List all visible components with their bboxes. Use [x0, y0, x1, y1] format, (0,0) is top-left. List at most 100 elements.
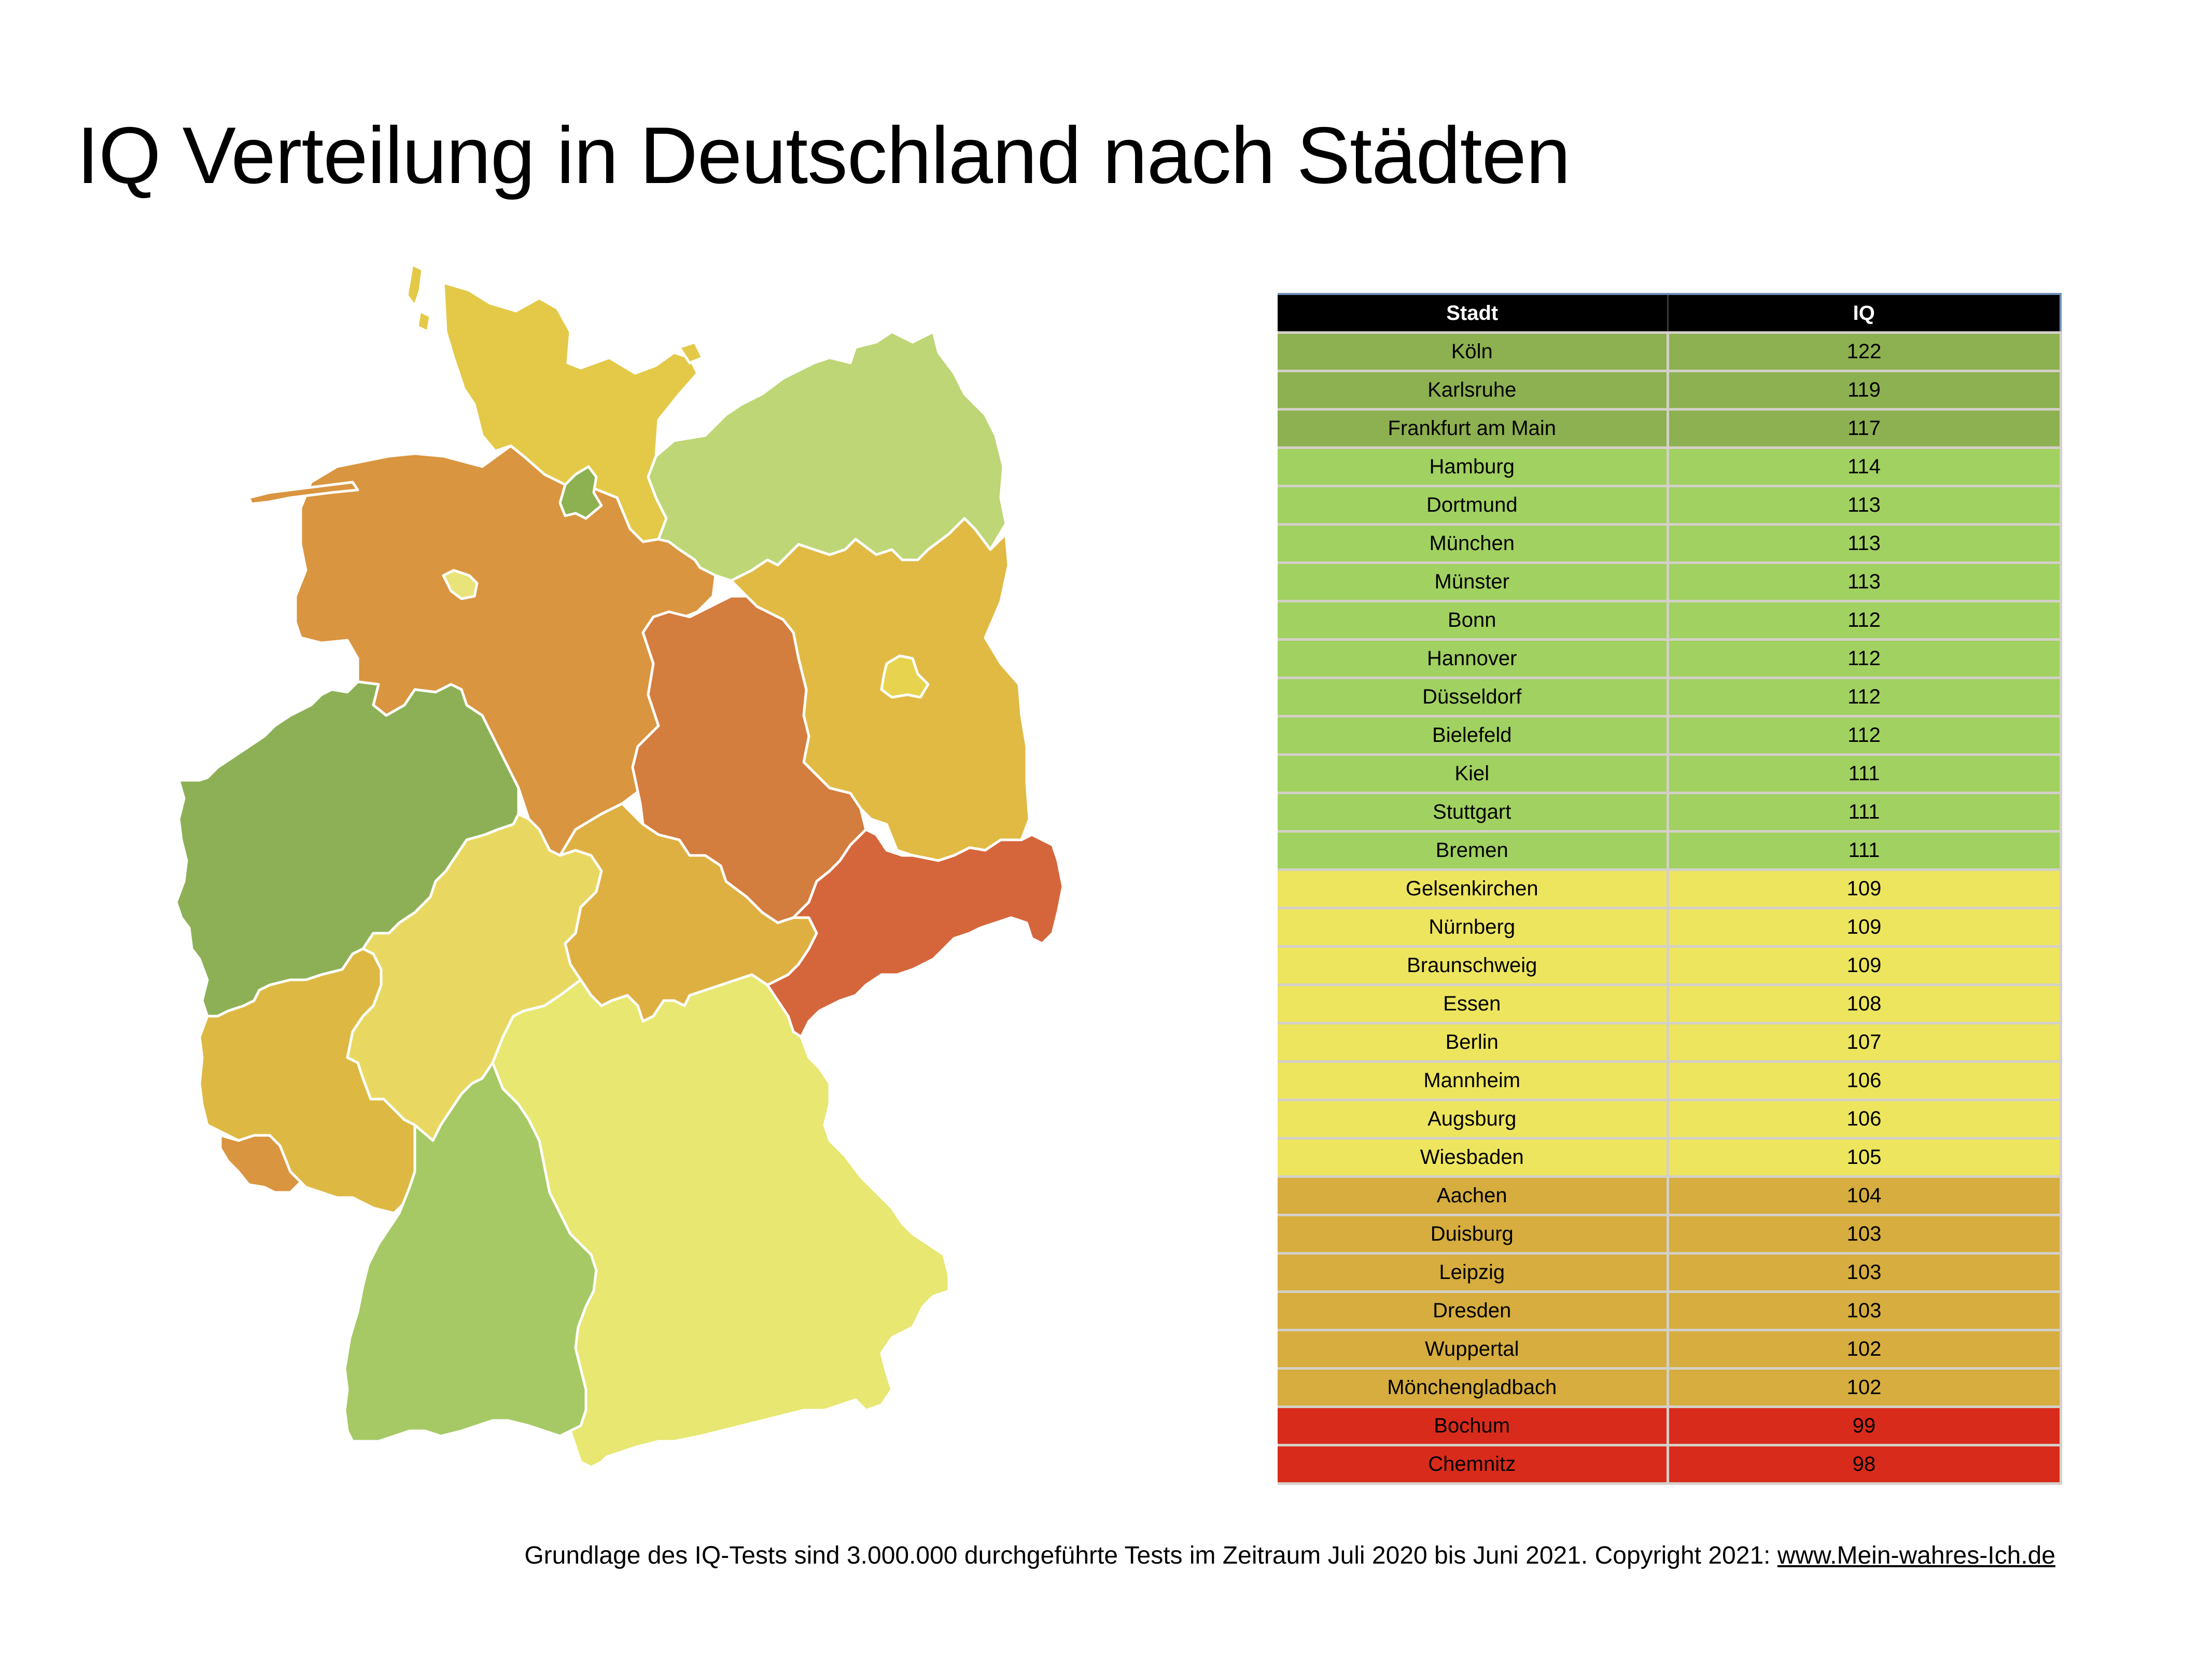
iq-cell: 103: [1666, 1214, 2062, 1255]
iq-cell: 102: [1666, 1329, 2062, 1370]
table-row: Bochum 99: [1278, 1405, 2062, 1446]
table-row: Bremen 111: [1278, 830, 2062, 871]
table-row: Hamburg 114: [1278, 446, 2062, 487]
table-row: Aachen 104: [1278, 1175, 2062, 1216]
iq-cell: 109: [1666, 907, 2062, 948]
city-cell: Augsburg: [1278, 1099, 1669, 1140]
table-row: München 113: [1278, 523, 2062, 564]
iq-cell: 109: [1666, 868, 2062, 909]
city-cell: Wiesbaden: [1278, 1137, 1669, 1178]
city-cell: Köln: [1278, 331, 1669, 372]
city-cell: Düsseldorf: [1278, 677, 1669, 718]
iq-cell: 98: [1666, 1444, 2062, 1485]
iq-cell: 105: [1666, 1137, 2062, 1178]
table-row: Bonn 112: [1278, 600, 2062, 641]
city-cell: Bochum: [1278, 1405, 1669, 1446]
website-link[interactable]: www.Mein-wahres-Ich.de: [1777, 1542, 2055, 1569]
table-row: Duisburg 103: [1278, 1214, 2062, 1255]
region-berlin: [880, 654, 930, 699]
city-cell: Dortmund: [1278, 485, 1669, 526]
iq-cell: 103: [1666, 1290, 2062, 1331]
city-cell: Mönchengladbach: [1278, 1367, 1669, 1408]
iq-cell: 112: [1666, 677, 2062, 718]
city-cell: Münster: [1278, 561, 1669, 602]
footer-text: Grundlage des IQ-Tests sind 3.000.000 du…: [524, 1542, 1777, 1569]
city-cell: Stuttgart: [1278, 792, 1669, 833]
city-cell: Braunschweig: [1278, 945, 1669, 986]
city-cell: Hannover: [1278, 638, 1669, 679]
region-hamburg: [558, 465, 603, 520]
region-bayern: [491, 973, 950, 1469]
city-cell: Bremen: [1278, 830, 1669, 871]
region-niedersachsen-islands: [247, 481, 359, 505]
iq-cell: 117: [1666, 408, 2062, 449]
iq-cell: 122: [1666, 331, 2062, 372]
city-cell: Berlin: [1278, 1022, 1669, 1063]
iq-cell: 104: [1666, 1175, 2062, 1216]
iq-cell: 119: [1666, 370, 2062, 411]
table-row: Berlin 107: [1278, 1022, 2062, 1063]
iq-cell: 112: [1666, 600, 2062, 641]
iq-cell: 106: [1666, 1060, 2062, 1101]
iq-cell: 109: [1666, 945, 2062, 986]
table-body: Köln 122 Karlsruhe 119 Frankfurt am Main 117 H…: [1278, 331, 2062, 1485]
city-cell: München: [1278, 523, 1669, 564]
table-row: Wiesbaden 105: [1278, 1137, 2062, 1178]
iq-cell: 99: [1666, 1405, 2062, 1446]
table-row: Frankfurt am Main 117: [1278, 408, 2062, 449]
table-row: Gelsenkirchen 109: [1278, 868, 2062, 909]
city-cell: Chemnitz: [1278, 1444, 1669, 1485]
city-cell: Kiel: [1278, 753, 1669, 794]
table-row: Köln 122: [1278, 331, 2062, 372]
iq-cell: 108: [1666, 983, 2062, 1024]
city-cell: Wuppertal: [1278, 1329, 1669, 1370]
iq-cell: 111: [1666, 830, 2062, 871]
table-row: Essen 108: [1278, 983, 2062, 1024]
table-row: Düsseldorf 112: [1278, 677, 2062, 718]
column-header-city: Stadt: [1278, 293, 1669, 333]
iq-cell: 111: [1666, 792, 2062, 833]
city-cell: Duisburg: [1278, 1214, 1669, 1255]
table-row: Mönchengladbach 102: [1278, 1367, 2062, 1408]
city-cell: Bonn: [1278, 600, 1669, 641]
table-row: Dresden 103: [1278, 1290, 2062, 1331]
iq-table-container: Stadt IQ Köln 122 Karlsruhe 119 Frankfurt am…: [1278, 293, 2062, 1485]
city-cell: Gelsenkirchen: [1278, 868, 1669, 909]
table-row: Münster 113: [1278, 561, 2062, 602]
city-cell: Frankfurt am Main: [1278, 408, 1669, 449]
iq-cell: 112: [1666, 715, 2062, 756]
city-cell: Hamburg: [1278, 446, 1669, 487]
region-bremen: [442, 569, 479, 600]
city-cell: Essen: [1278, 983, 1669, 1024]
iq-cell: 113: [1666, 561, 2062, 602]
iq-cell: 103: [1666, 1252, 2062, 1293]
table-row: Wuppertal 102: [1278, 1329, 2062, 1370]
iq-cell: 114: [1666, 446, 2062, 487]
region-schleswig-holstein-islands: [405, 263, 704, 364]
table-header-row: Stadt IQ: [1278, 293, 2062, 333]
footer-note: Grundlage des IQ-Tests sind 3.000.000 du…: [524, 1541, 2055, 1570]
page-title: IQ Verteilung in Deutschland nach Städte…: [77, 110, 1571, 200]
iq-cell: 106: [1666, 1099, 2062, 1140]
iq-cell: 112: [1666, 638, 2062, 679]
table-row: Bielefeld 112: [1278, 715, 2062, 756]
iq-cell: 102: [1666, 1367, 2062, 1408]
column-header-iq: IQ: [1668, 293, 2062, 333]
iq-table: Stadt IQ Köln 122 Karlsruhe 119 Frankfurt am…: [1278, 293, 2062, 1485]
table-row: Leipzig 103: [1278, 1252, 2062, 1293]
iq-cell: 113: [1666, 485, 2062, 526]
region-saarland: [219, 1134, 302, 1194]
city-cell: Leipzig: [1278, 1252, 1669, 1293]
table-row: Nürnberg 109: [1278, 907, 2062, 948]
table-row: Mannheim 106: [1278, 1060, 2062, 1101]
city-cell: Dresden: [1278, 1290, 1669, 1331]
city-cell: Nürnberg: [1278, 907, 1669, 948]
table-row: Dortmund 113: [1278, 485, 2062, 526]
iq-cell: 113: [1666, 523, 2062, 564]
iq-cell: 111: [1666, 753, 2062, 794]
table-row: Hannover 112: [1278, 638, 2062, 679]
table-row: Chemnitz 98: [1278, 1444, 2062, 1485]
city-cell: Aachen: [1278, 1175, 1669, 1216]
city-cell: Bielefeld: [1278, 715, 1669, 756]
